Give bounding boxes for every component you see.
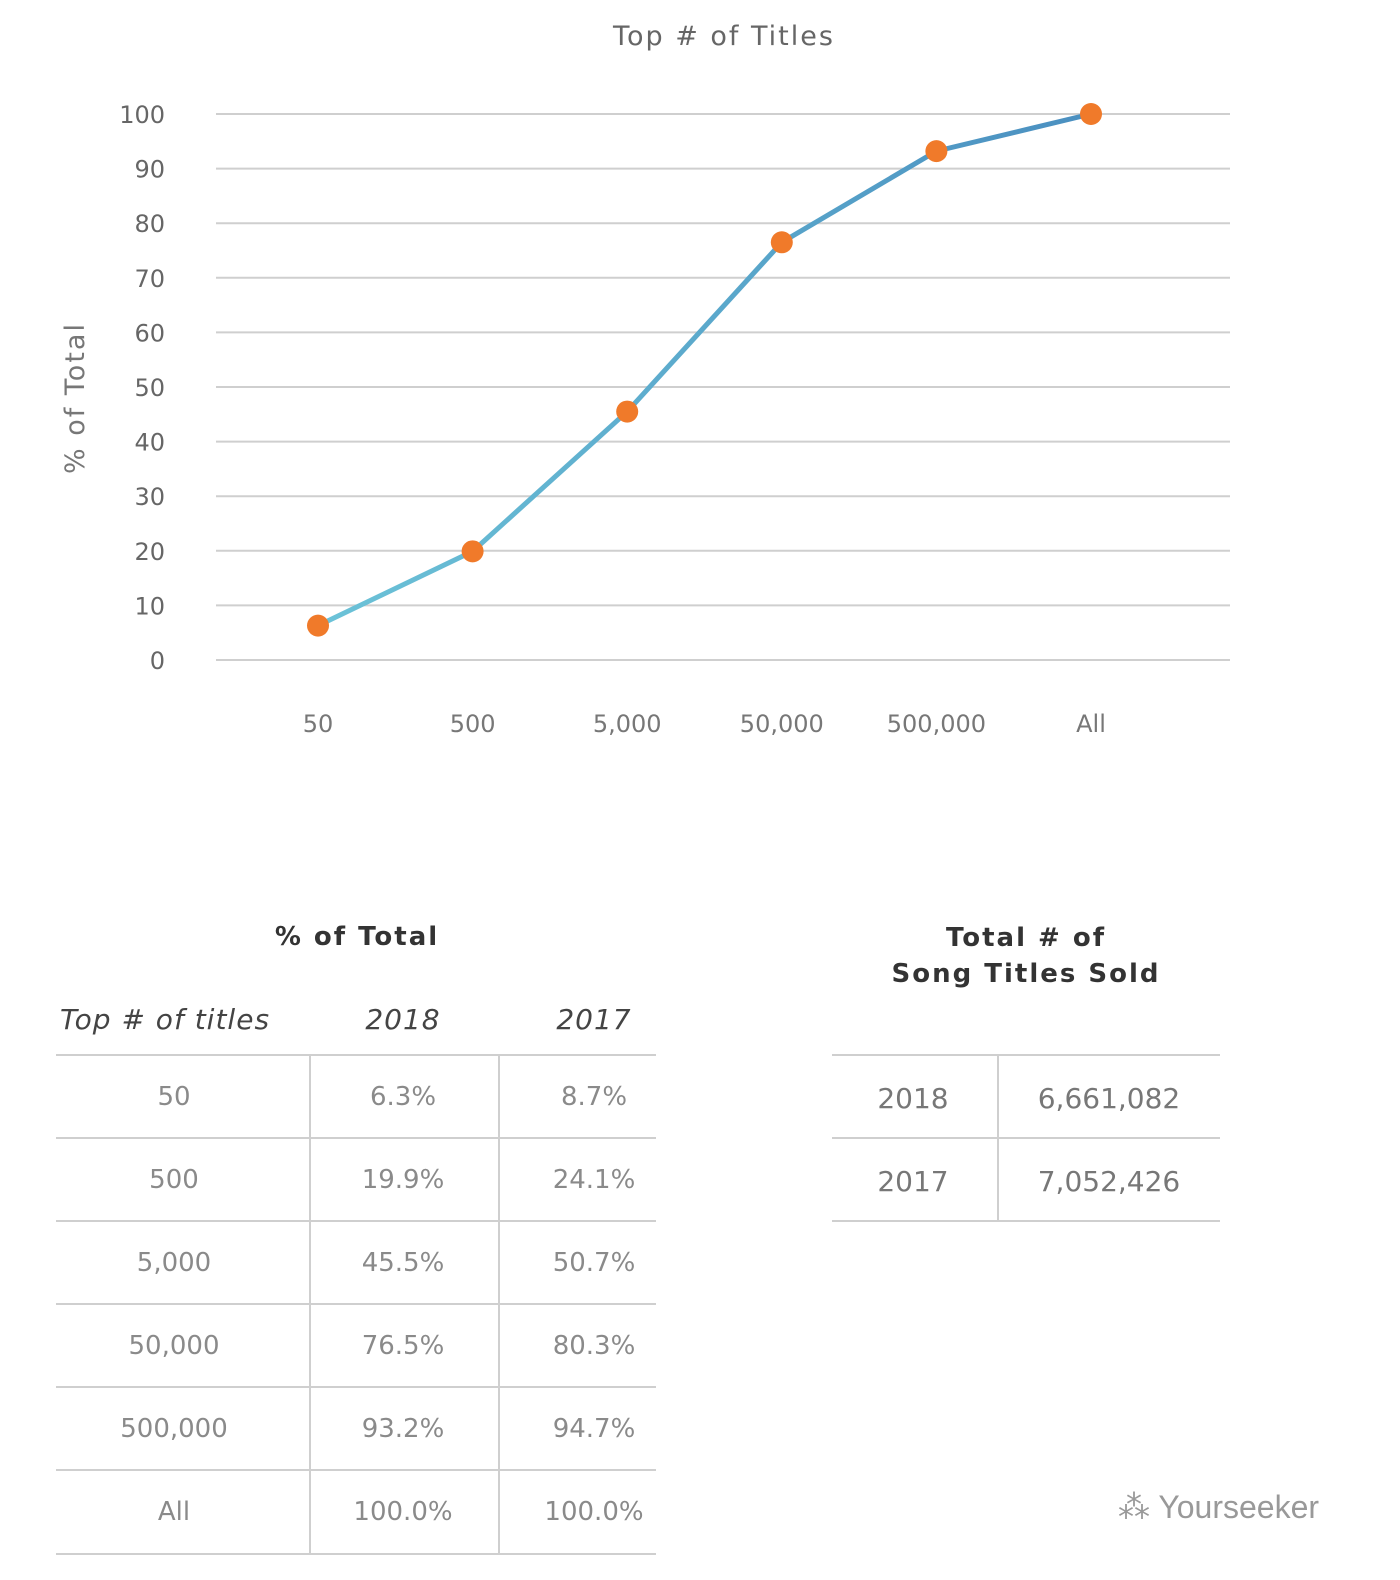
table-cell: 50,000 [128,1331,220,1361]
x-tick-label: 5,000 [593,710,662,738]
column-header: 2017 [556,1003,632,1036]
data-point [1080,103,1102,125]
row-divider [56,1137,656,1139]
table-cell: 2018 [877,1082,949,1115]
total-title-line1: Total # of [945,923,1107,953]
watermark-text: Yourseeker [1158,1489,1320,1525]
row-divider [832,1137,1220,1139]
row-divider [56,1553,656,1555]
chart-title: Top # of Titles [612,21,835,52]
table-cell: 8.7% [560,1082,628,1112]
column-header: 2018 [365,1003,441,1036]
watermark: ⁂ Yourseeker [1118,1488,1319,1526]
x-tick-label: All [1076,710,1106,738]
column-divider [309,1055,311,1555]
table-cell: 80.3% [552,1331,636,1361]
column-header: Top # of titles [60,1003,271,1036]
data-point [461,540,484,563]
y-tick-label: 40 [134,429,165,457]
data-point [616,400,639,423]
table-cell: 500 [149,1165,199,1195]
row-divider [56,1220,656,1222]
table-cell: 45.5% [361,1248,445,1278]
table-cell: 76.5% [361,1331,445,1361]
row-divider [56,1054,656,1056]
table-cell: 50.7% [552,1248,636,1278]
row-divider [832,1054,1220,1056]
y-tick-label: 60 [134,319,165,347]
row-divider [56,1303,656,1305]
table-cell: 5,000 [136,1248,212,1278]
column-divider [997,1055,999,1221]
row-divider [832,1220,1220,1222]
total-table-title: Total # of Song Titles Sold [826,920,1226,992]
table-cell: 19.9% [361,1165,445,1195]
x-tick-label: 500,000 [887,710,986,738]
row-divider [56,1386,656,1388]
table-cell: 6.3% [369,1082,437,1112]
table-cell: 2017 [877,1165,949,1198]
data-point [925,140,948,163]
table-cell: 7,052,426 [1037,1165,1181,1198]
series-line [316,111,1092,628]
y-tick-label: 20 [134,538,165,566]
table-cell: All [157,1497,191,1527]
column-divider [498,1055,500,1555]
x-tick-label: 50 [303,710,334,738]
y-tick-label: 0 [150,647,165,675]
pct-table-title: % of Total [274,922,440,952]
x-tick-label: 500 [450,710,496,738]
row-divider [56,1469,656,1471]
total-title-line2: Song Titles Sold [891,959,1161,989]
y-tick-label: 100 [119,101,165,129]
line-chart: Top # of Titles % of Total 0 10 20 30 40 50 60… [60,21,1230,738]
table-cell: 93.2% [361,1414,445,1444]
y-tick-label: 90 [134,156,165,184]
y-tick-label: 70 [134,265,165,293]
watermark-logo-icon: ⁂ [1118,1489,1159,1525]
y-tick-label: 80 [134,210,165,238]
y-tick-label: 30 [134,483,165,511]
table-cell: 500,000 [120,1414,228,1444]
table-cell: 100.0% [353,1497,453,1527]
table-cell: 94.7% [552,1414,636,1444]
table-cell: 24.1% [552,1165,636,1195]
table-cell: 100.0% [544,1497,644,1527]
y-tick-label: 10 [134,592,165,620]
x-tick-label: 50,000 [740,710,824,738]
table-cell: 50 [157,1082,191,1112]
y-tick-label: 50 [134,374,165,402]
data-point [307,614,329,637]
table-cell: 6,661,082 [1037,1082,1181,1115]
y-axis-label: % of Total [60,322,91,474]
data-point [770,231,793,254]
